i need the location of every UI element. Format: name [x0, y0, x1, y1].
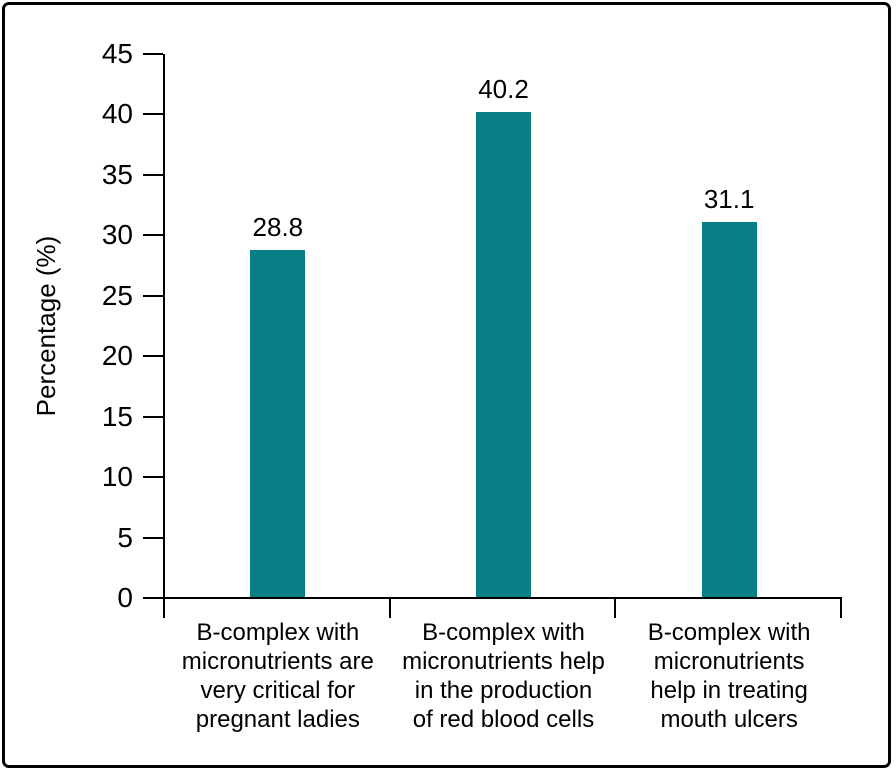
x-axis-tick: [388, 598, 391, 618]
y-tick: [143, 294, 163, 297]
y-axis-title: Percentage (%): [31, 235, 61, 417]
x-category-label-line: pregnant ladies: [195, 706, 360, 733]
x-category-label: B-complex with micronutrients are very cri…: [165, 618, 391, 734]
x-category-label-line: B-complex with: [422, 619, 585, 646]
y-tick: [143, 415, 163, 418]
y-tick: [143, 113, 163, 116]
bar: [250, 249, 306, 597]
bar: [701, 222, 757, 597]
x-category-label-line: micronutrients are: [181, 648, 374, 675]
x-axis-tick: [840, 598, 842, 618]
y-tick-label: 25: [101, 279, 133, 311]
y-tick-label: 20: [101, 340, 133, 372]
y-tick-label: 45: [101, 38, 133, 69]
y-tick-label: 15: [101, 400, 133, 432]
y-tick: [143, 234, 163, 237]
bar-value-label: 28.8: [252, 211, 304, 242]
x-category-label-line: B-complex with: [647, 619, 811, 646]
x-category-label-line: B-complex with: [196, 619, 360, 646]
bar-value-label: 31.1: [703, 184, 755, 215]
y-tick-label: 5: [117, 521, 133, 553]
x-category-label-line: help in treating: [650, 677, 808, 704]
x-category-label-line: very critical for: [200, 677, 356, 704]
y-tick-label: 0: [117, 582, 133, 613]
x-category-label-line: micronutrients: [653, 648, 805, 675]
bar-value-label: 40.2: [478, 74, 529, 105]
x-axis-tick: [614, 598, 617, 618]
x-category-label-line: micronutrients help: [402, 648, 605, 675]
y-tick-label: 35: [101, 158, 133, 190]
x-category-label-line: of red blood cells: [412, 706, 595, 733]
x-category-label-line: in the production: [414, 677, 593, 704]
y-tick: [143, 355, 163, 358]
x-category-label: B-complex with micronutrients help in the …: [391, 618, 617, 734]
x-category-label: B-complex with micronutrients help in trea…: [616, 618, 842, 734]
y-tick-label: 10: [101, 461, 133, 493]
y-tick-label: 30: [101, 219, 133, 251]
bar: [476, 112, 531, 597]
y-axis-line: [163, 54, 165, 600]
y-tick: [143, 173, 163, 176]
y-tick-label: 40: [101, 98, 133, 130]
y-tick: [143, 53, 163, 55]
y-tick: [143, 476, 163, 479]
y-tick: [143, 536, 163, 539]
x-category-label-line: mouth ulcers: [660, 706, 798, 733]
x-axis-tick: [163, 598, 165, 618]
x-axis-line: [143, 597, 842, 599]
y-tick: [143, 597, 163, 599]
